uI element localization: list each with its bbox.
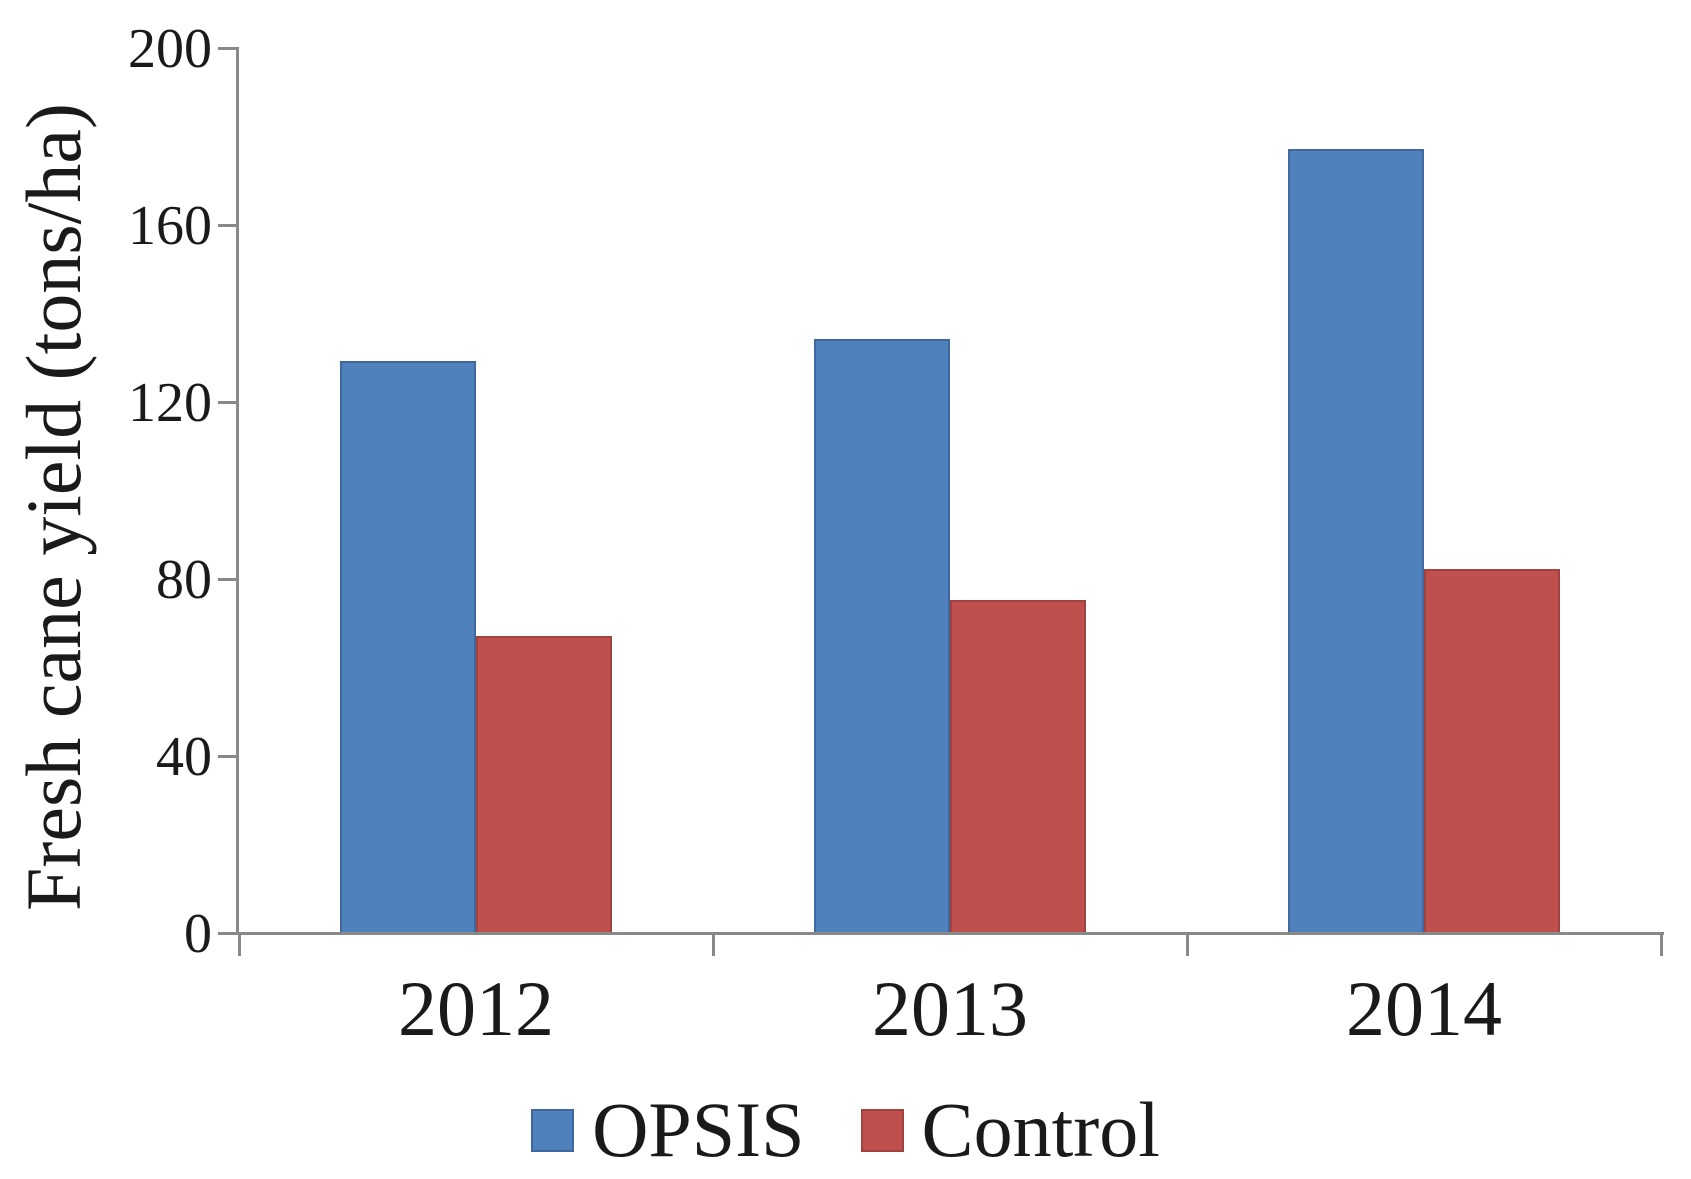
legend-label: Control [921,1086,1160,1173]
y-axis-line [236,47,239,935]
y-tick-mark [218,578,236,581]
x-tick-mark [1659,932,1663,956]
bar-opsis-2013 [814,339,950,932]
legend-label: OPSIS [592,1086,805,1173]
x-category-label: 2012 [398,965,554,1052]
y-tick-label: 0 [184,902,212,965]
y-tick-label: 120 [128,371,212,434]
legend-swatch-control [860,1108,904,1152]
legend-item-opsis: OPSIS [531,1086,805,1173]
y-tick-mark [218,932,236,935]
x-axis-line [218,932,1664,935]
x-tick-mark [237,932,241,956]
legend-swatch-opsis [531,1108,575,1152]
legend-item-control: Control [860,1086,1160,1173]
bar-control-2014 [1424,569,1560,932]
x-tick-mark [711,932,715,956]
y-tick-label: 160 [128,194,212,257]
bar-opsis-2014 [1288,149,1424,932]
bar-control-2013 [950,600,1086,932]
x-category-label: 2014 [1346,965,1502,1052]
x-category-label: 2013 [872,965,1028,1052]
y-tick-mark [218,224,236,227]
y-tick-mark [218,755,236,758]
y-tick-mark [218,401,236,404]
x-tick-mark [1185,932,1189,956]
y-tick-label: 40 [156,725,212,788]
bar-control-2012 [476,636,612,932]
y-tick-label: 80 [156,548,212,611]
legend: OPSIS Control [0,1089,1691,1171]
y-tick-mark [218,47,236,50]
y-tick-label: 200 [128,17,212,80]
y-axis-title: Fresh cane yield (tons/ha) [10,103,97,911]
bar-opsis-2012 [340,361,476,932]
